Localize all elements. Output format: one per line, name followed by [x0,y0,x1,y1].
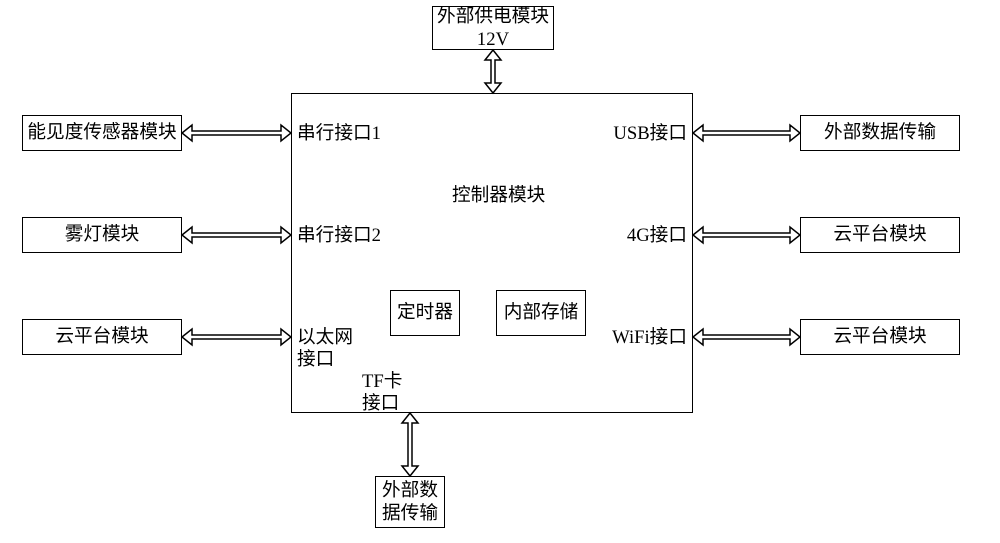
ext-data-bottom: 外部数 据传输 [375,476,445,528]
port-usb-label: USB接口 [613,123,687,145]
arrow-4g-cloud_r1 [693,225,800,245]
diagram-stage: 控制器模块 串行接口1 串行接口2 以太网 接口 USB接口 4G接口 WiFi接口 TF卡 … [0,0,1000,543]
controller-title: 控制器模块 [452,185,545,207]
arrow-foglamp-serial2 [182,225,291,245]
arrow-wifi-cloud_r2 [693,327,800,347]
visibility-module: 能见度传感器模块 [22,115,182,151]
cloud_r2-module: 云平台模块 [800,319,960,355]
foglamp-module: 雾灯模块 [22,217,182,253]
arrow-tf-ext_data_b [400,413,420,476]
cloud_l-module: 云平台模块 [22,319,182,355]
arrow-power-controller-top [483,50,503,93]
cloud_r1-module: 云平台模块 [800,217,960,253]
port-wifi-label: WiFi接口 [612,327,687,349]
arrow-cloud_l-ethernet [182,327,291,347]
port-ethernet-label: 以太网 接口 [297,327,353,372]
power-module: 外部供电模块 12V [432,6,554,50]
port-tf-label: TF卡 接口 [362,371,402,416]
arrow-visibility-serial1 [182,123,291,143]
storage-block: 内部存储 [496,290,586,336]
arrow-usb-ext_data_r [693,123,800,143]
port-4g-label: 4G接口 [627,225,687,247]
port-serial2-label: 串行接口2 [297,225,381,247]
port-serial1-label: 串行接口1 [297,123,381,145]
timer-block: 定时器 [390,290,460,336]
ext_data_r-module: 外部数据传输 [800,115,960,151]
